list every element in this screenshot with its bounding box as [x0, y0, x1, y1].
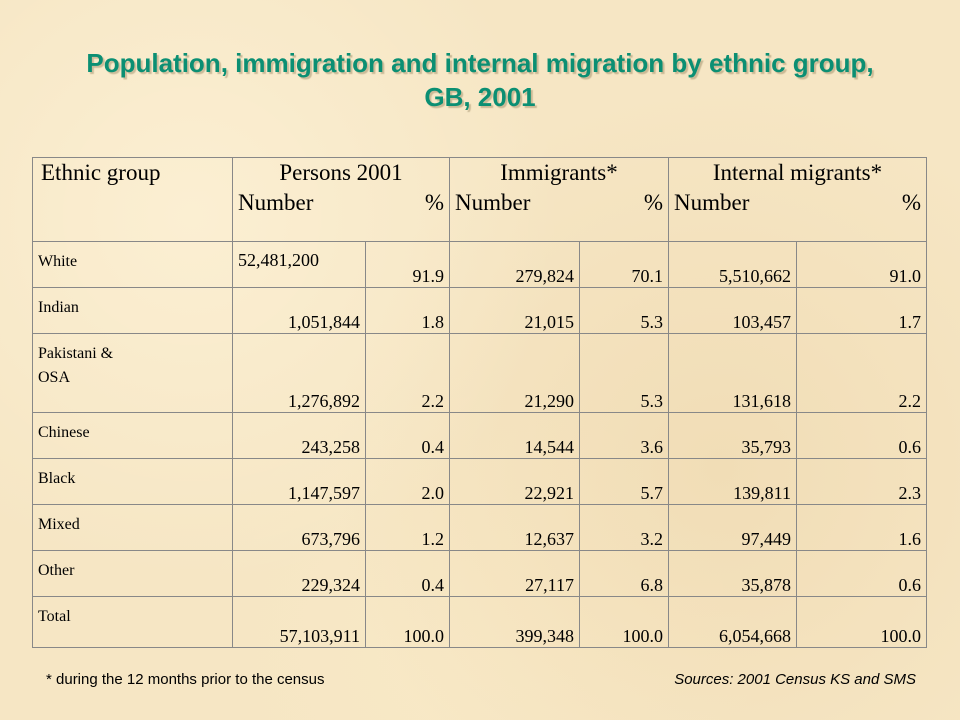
immigrants-percent: 5.3: [579, 287, 669, 334]
persons-percent: 2.0: [365, 458, 450, 505]
table-header-row: Ethnic group Persons 2001 Number% Immigr…: [32, 157, 927, 242]
immigrants-number: 21,290: [449, 333, 580, 413]
persons-number: 1,276,892: [232, 333, 366, 413]
row-label: Total: [32, 596, 233, 648]
internal-number: 35,793: [668, 412, 797, 459]
persons-number: 229,324: [232, 550, 366, 597]
header-ethnic-group: Ethnic group: [32, 157, 233, 242]
header-immigrants-label: Immigrants*: [500, 160, 618, 185]
persons-percent: 91.9: [365, 241, 450, 288]
table-row-indian: Indian 1,051,844 1.8 21,015 5.3 103,457 …: [32, 287, 927, 334]
internal-number: 6,054,668: [668, 596, 797, 648]
row-label-line1: Pakistani &: [38, 345, 114, 362]
header-percent: %: [424, 190, 444, 215]
persons-number: 1,051,844: [232, 287, 366, 334]
header-internal-migrants: Internal migrants* Number%: [668, 157, 927, 242]
internal-percent: 1.7: [796, 287, 927, 334]
internal-percent: 1.6: [796, 504, 927, 551]
header-percent: %: [901, 190, 921, 215]
row-label: Pakistani & OSA: [32, 333, 233, 413]
immigrants-number: 21,015: [449, 287, 580, 334]
table-row-chinese: Chinese 243,258 0.4 14,544 3.6 35,793 0.…: [32, 412, 927, 459]
immigrants-percent: 3.2: [579, 504, 669, 551]
row-label: Black: [32, 458, 233, 505]
header-number: Number: [455, 190, 531, 215]
row-label: White: [32, 241, 233, 288]
header-internal-label: Internal migrants*: [712, 160, 883, 185]
immigrants-number: 27,117: [449, 550, 580, 597]
table-row-other: Other 229,324 0.4 27,117 6.8 35,878 0.6: [32, 550, 927, 597]
persons-number: 52,481,200: [232, 241, 366, 288]
header-number: Number: [238, 190, 314, 215]
persons-percent: 1.8: [365, 287, 450, 334]
internal-number: 97,449: [668, 504, 797, 551]
table-row-black: Black 1,147,597 2.0 22,921 5.7 139,811 2…: [32, 458, 927, 505]
persons-percent: 1.2: [365, 504, 450, 551]
persons-percent: 2.2: [365, 333, 450, 413]
immigrants-number: 399,348: [449, 596, 580, 648]
persons-percent: 0.4: [365, 550, 450, 597]
header-persons-label: Persons 2001: [279, 160, 403, 185]
internal-percent: 2.2: [796, 333, 927, 413]
table-row-mixed: Mixed 673,796 1.2 12,637 3.2 97,449 1.6: [32, 504, 927, 551]
persons-number: 57,103,911: [232, 596, 366, 648]
header-immigrants: Immigrants* Number%: [449, 157, 669, 242]
immigrants-number: 22,921: [449, 458, 580, 505]
immigrants-percent: 5.7: [579, 458, 669, 505]
immigrants-number: 279,824: [449, 241, 580, 288]
row-label: Indian: [32, 287, 233, 334]
internal-number: 35,878: [668, 550, 797, 597]
row-label: Other: [32, 550, 233, 597]
internal-number: 139,811: [668, 458, 797, 505]
internal-percent: 0.6: [796, 412, 927, 459]
immigrants-percent: 5.3: [579, 333, 669, 413]
footnote: * during the 12 months prior to the cens…: [46, 671, 325, 688]
immigrants-percent: 6.8: [579, 550, 669, 597]
slide-title: Population, immigration and internal mig…: [86, 48, 874, 112]
internal-percent: 2.3: [796, 458, 927, 505]
header-number: Number: [674, 190, 750, 215]
internal-percent: 91.0: [796, 241, 927, 288]
internal-number: 103,457: [668, 287, 797, 334]
table-row-pakistani-osa: Pakistani & OSA 1,276,892 2.2 21,290 5.3 …: [32, 333, 927, 413]
immigrants-number: 14,544: [449, 412, 580, 459]
persons-number: 1,147,597: [232, 458, 366, 505]
immigrants-percent: 3.6: [579, 412, 669, 459]
internal-number: 131,618: [668, 333, 797, 413]
header-percent: %: [643, 190, 663, 215]
row-label: Chinese: [32, 412, 233, 459]
row-label-line2: OSA: [38, 369, 71, 386]
persons-number: 243,258: [232, 412, 366, 459]
persons-number: 673,796: [232, 504, 366, 551]
ethnic-migration-table: Ethnic group Persons 2001 Number% Immigr…: [32, 157, 927, 648]
immigrants-number: 12,637: [449, 504, 580, 551]
persons-percent: 0.4: [365, 412, 450, 459]
table-row-total: Total 57,103,911 100.0 399,348 100.0 6,0…: [32, 596, 927, 648]
immigrants-percent: 100.0: [579, 596, 669, 648]
persons-percent: 100.0: [365, 596, 450, 648]
immigrants-percent: 70.1: [579, 241, 669, 288]
row-label: Mixed: [32, 504, 233, 551]
internal-percent: 100.0: [796, 596, 927, 648]
internal-percent: 0.6: [796, 550, 927, 597]
table-row-white: White 52,481,200 91.9 279,824 70.1 5,510…: [32, 241, 927, 288]
sources-note: Sources: 2001 Census KS and SMS: [674, 671, 916, 688]
header-persons: Persons 2001 Number%: [232, 157, 450, 242]
internal-number: 5,510,662: [668, 241, 797, 288]
